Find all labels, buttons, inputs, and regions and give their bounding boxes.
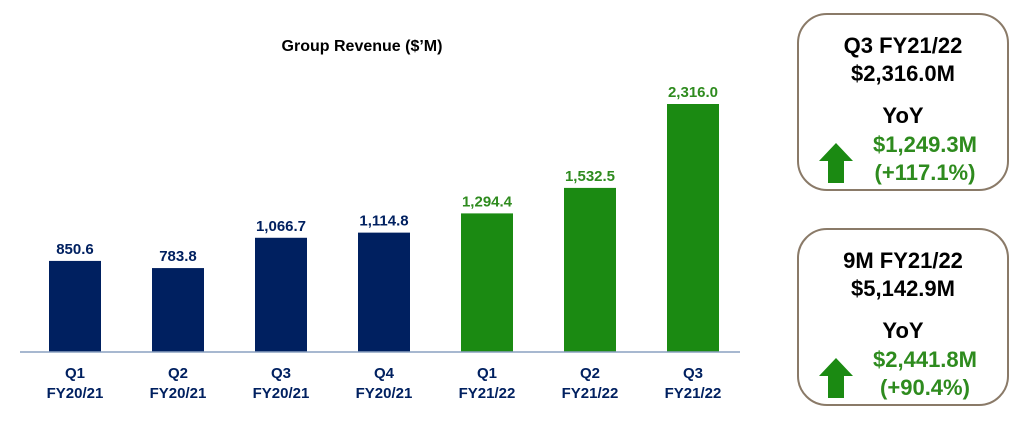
card-change-value: $1,249.3M [873,132,977,157]
card-revenue: $5,142.9M [851,276,955,301]
data-label-1: 850.6 [56,241,94,258]
x-tick-label-3-2: FY20/21 [253,385,310,402]
x-tick-label-1-1: Q1 [65,365,85,382]
x-tick-label-7-1: Q3 [683,365,703,382]
up-arrow-icon [819,358,853,398]
card-revenue: $2,316.0M [851,61,955,86]
bar-6 [564,187,616,352]
group-revenue-chart: Group Revenue ($’M) 850.6 Q1 FY20/21 783.8 Q… [20,38,740,402]
x-tick-label-3-1: Q3 [271,365,291,382]
card-yoy-label: YoY [882,318,924,343]
card-period: 9M FY21/22 [843,248,963,273]
data-label-3: 1,066.7 [256,218,306,235]
x-tick-label-5-2: FY21/22 [459,385,516,402]
data-label-6: 1,532.5 [565,168,615,185]
x-tick-label-6-2: FY21/22 [562,385,619,402]
bar-4 [358,232,410,352]
data-label-5: 1,294.4 [462,193,513,210]
x-tick-label-7-2: FY21/22 [665,385,722,402]
bar-7 [667,104,719,352]
x-tick-label-4-1: Q4 [374,365,395,382]
x-tick-label-2-1: Q2 [168,365,188,382]
card-change-pct: (+117.1%) [874,160,976,185]
data-label-7: 2,316.0 [668,84,718,101]
x-tick-label-6-1: Q2 [580,365,600,382]
x-tick-label-2-2: FY20/21 [150,385,207,402]
card-change-pct: (+90.4%) [880,375,970,400]
q3-summary-card: Q3 FY21/22 $2,316.0M YoY $1,249.3M (+117… [797,13,1009,191]
x-tick-label-4-2: FY20/21 [356,385,413,402]
card-yoy-label: YoY [882,103,924,128]
bar-3 [255,237,307,352]
card-change-value: $2,441.8M [873,347,977,372]
x-tick-label-1-2: FY20/21 [47,385,104,402]
data-label-4: 1,114.8 [359,213,408,230]
up-arrow-icon [819,143,853,183]
bar-1 [49,260,101,352]
chart-title: Group Revenue ($’M) [282,38,443,55]
data-label-2: 783.8 [159,248,197,265]
bar-5 [461,213,513,352]
bar-2 [152,268,204,352]
card-period: Q3 FY21/22 [843,33,963,58]
9m-summary-card: 9M FY21/22 $5,142.9M YoY $2,441.8M (+90.… [797,228,1009,406]
x-tick-label-5-1: Q1 [477,365,497,382]
